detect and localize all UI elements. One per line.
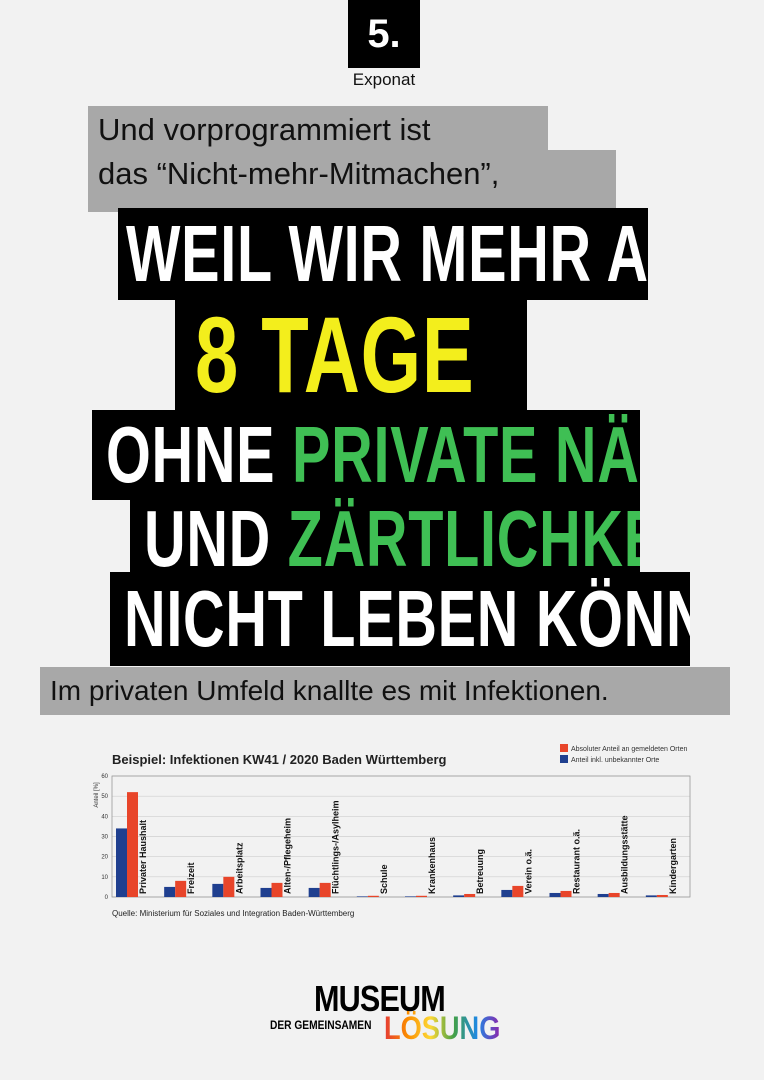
x-tick-label: Verein o.ä.: [523, 849, 533, 894]
headline-line: 8 TAGE: [175, 298, 527, 412]
y-tick-label: 10: [101, 875, 108, 881]
x-tick-label: Flüchtlings-/Asylheim: [331, 800, 341, 894]
headline-text: ZÄRTLICHKEIT: [287, 496, 640, 582]
x-tick-label: Freizeit: [186, 862, 196, 894]
bar: [560, 890, 572, 897]
headline-line: WEIL WIR MEHR ALS: [118, 208, 648, 300]
bar: [164, 886, 176, 897]
headline-text: OHNE: [106, 410, 276, 499]
bar: [356, 896, 368, 897]
intro-line: Und vorprogrammiert ist: [88, 106, 548, 152]
bar: [175, 880, 187, 897]
y-tick-label: 40: [101, 814, 108, 820]
bar: [367, 895, 379, 897]
headline-line: OHNE PRIVATE NÄHE: [92, 410, 640, 500]
bar: [597, 893, 609, 897]
x-tick-label: Ausbildungsstätte: [620, 815, 630, 894]
headline-text: PRIVATE NÄHE: [292, 410, 640, 499]
bar: [223, 876, 235, 897]
headline-text: NICHT LEBEN KÖNNEN.: [124, 574, 690, 663]
bar: [453, 895, 465, 897]
bar: [212, 883, 224, 897]
y-axis-label: Anteil [%]: [94, 782, 100, 808]
y-tick-label: 50: [101, 794, 108, 800]
bar: [416, 895, 427, 897]
bar: [608, 892, 620, 897]
x-tick-label: Privater Haushalt: [138, 820, 148, 894]
legend-swatch: [560, 744, 568, 752]
x-tick-label: Kindergarten: [668, 838, 678, 894]
headline-text: 8 TAGE: [195, 298, 475, 412]
x-tick-label: Betreuung: [475, 849, 485, 894]
bar: [464, 893, 476, 897]
chart-source: Quelle: Ministerium für Soziales und Int…: [112, 909, 354, 918]
x-tick-label: Arbeitsplatz: [234, 842, 244, 894]
x-tick-label: Krankenhaus: [427, 837, 437, 894]
legend-label: Absoluter Anteil an gemeldeten Orten: [571, 746, 687, 753]
bar: [116, 828, 127, 897]
logo: MUSEUM DER GEMEINSAMEN LÖSUNG: [262, 978, 502, 1048]
bar: [549, 892, 561, 897]
intro-line: das “Nicht-mehr-Mitmachen”,: [88, 150, 616, 212]
bar: [512, 885, 524, 897]
y-tick-label: 60: [101, 774, 108, 780]
badge-caption: Exponat: [352, 70, 416, 89]
statement: Im privaten Umfeld knallte es mit Infekt…: [40, 667, 730, 715]
bar: [319, 882, 331, 897]
badge: 5.: [348, 0, 420, 68]
headline-line: NICHT LEBEN KÖNNEN.: [110, 572, 690, 666]
x-tick-label: Restaurant o.ä.: [572, 829, 582, 894]
headline-line: UND ZÄRTLICHKEIT: [130, 496, 640, 582]
y-tick-label: 0: [105, 895, 109, 901]
y-tick-label: 20: [101, 855, 108, 861]
bar: [405, 896, 416, 897]
legend-swatch: [560, 755, 568, 763]
logo-line: DER GEMEINSAMEN: [270, 1018, 372, 1032]
y-tick-label: 30: [101, 835, 108, 841]
logo-line: MUSEUM: [314, 978, 446, 1019]
bar: [656, 894, 668, 897]
headline-text: UND: [144, 496, 271, 582]
x-tick-label: Alten-/Pflegeheim: [283, 818, 293, 894]
bar: [260, 887, 272, 897]
bar: [308, 887, 320, 897]
bar: [271, 882, 283, 897]
chart: Beispiel: Infektionen KW41 / 2020 Baden …: [94, 744, 691, 918]
plot-frame: [111, 775, 691, 898]
bar: [645, 895, 657, 897]
bar: [127, 792, 138, 897]
legend-label: Anteil inkl. unbekannter Orte: [571, 757, 659, 764]
headline-text: WEIL WIR MEHR ALS: [126, 209, 648, 298]
logo-line: LÖSUNG: [384, 1010, 501, 1046]
x-tick-label: Schule: [379, 864, 389, 894]
bar: [501, 889, 513, 897]
chart-title: Beispiel: Infektionen KW41 / 2020 Baden …: [112, 752, 447, 767]
